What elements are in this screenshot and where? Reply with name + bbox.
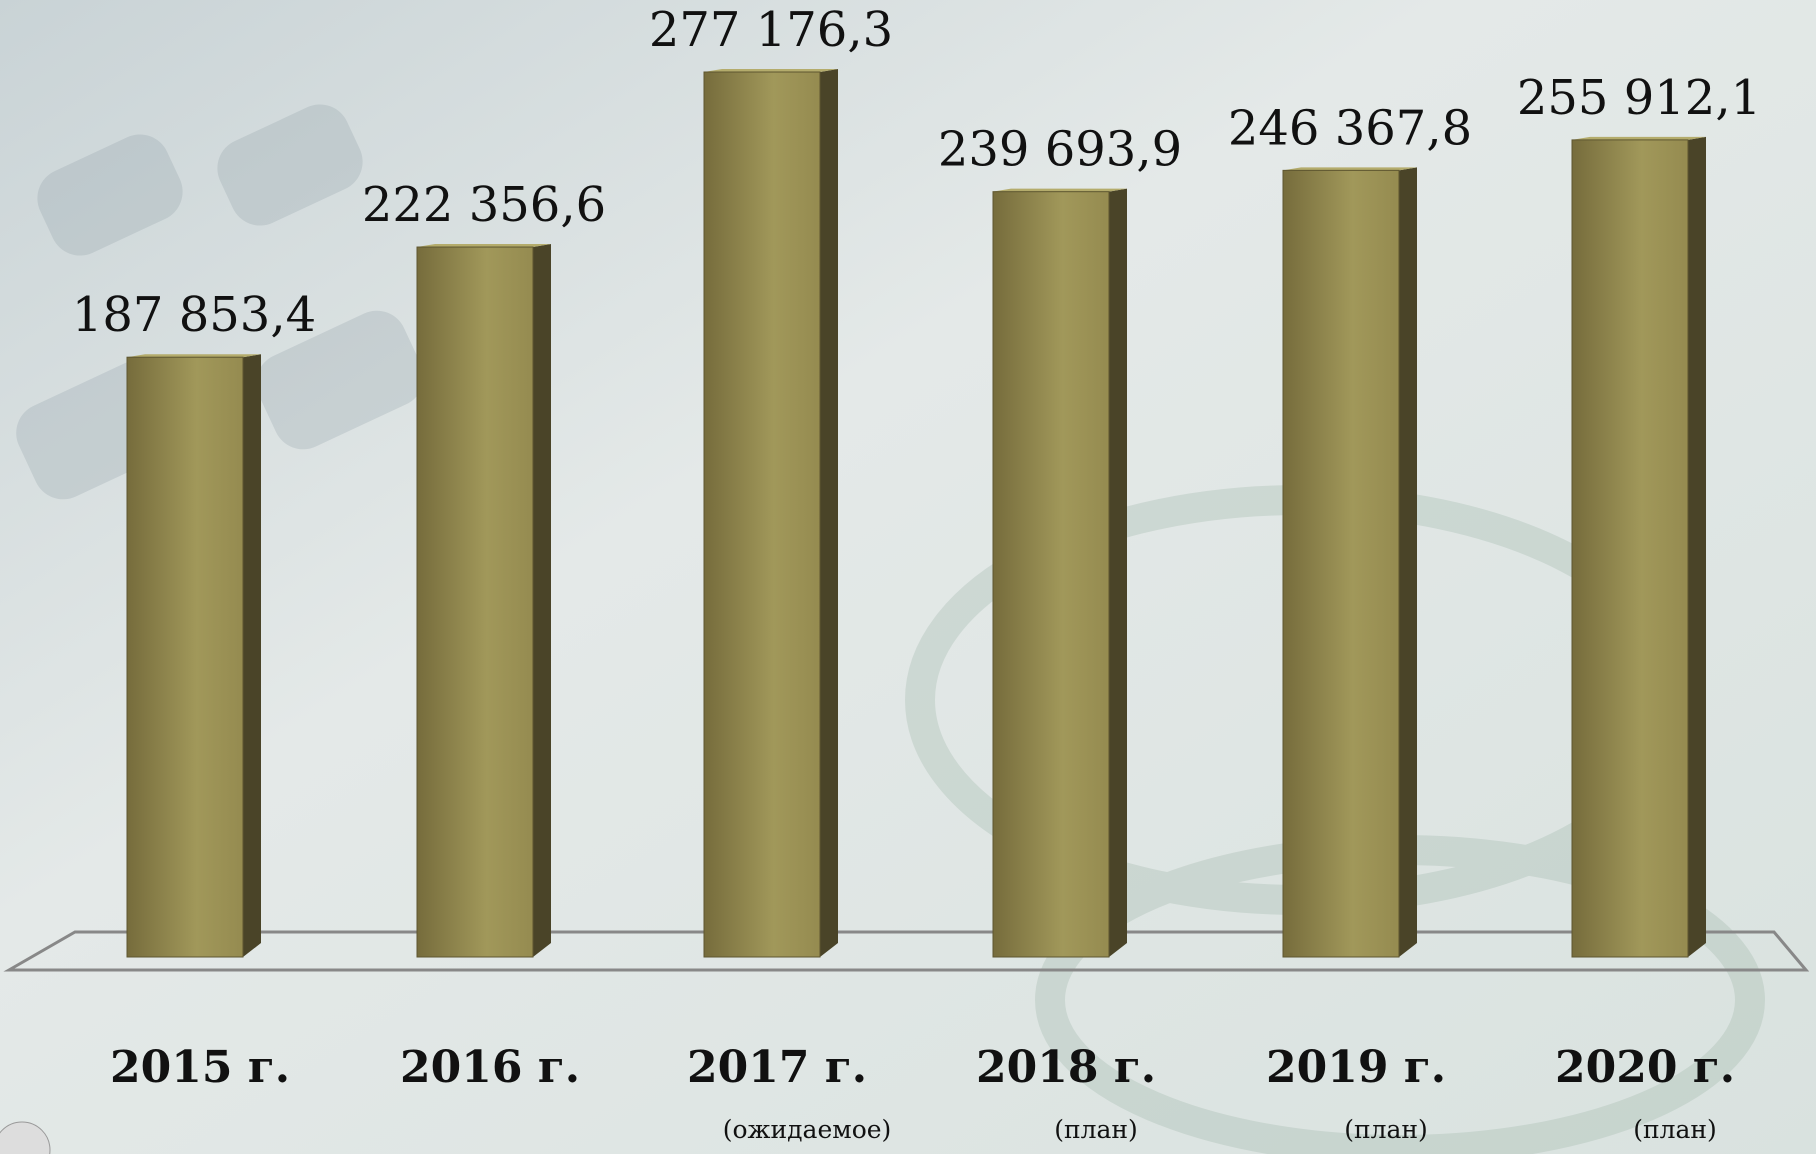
chart: 187 853,4 2015 г. 222 356,6 2016 г. 277 176,…	[0, 0, 1816, 1154]
bar-side	[243, 354, 261, 957]
x-tick-note: (план)	[1344, 1115, 1428, 1144]
bar-side	[1109, 189, 1127, 957]
bar	[1572, 137, 1706, 957]
bar-side	[820, 69, 838, 957]
x-tick-label: 2018 г.	[976, 1042, 1156, 1093]
value-label: 222 356,6	[362, 177, 606, 233]
bar-side	[1688, 137, 1706, 957]
value-label: 239 693,9	[938, 122, 1182, 178]
value-label: 255 912,1	[1517, 70, 1761, 126]
x-tick-label: 2015 г.	[110, 1042, 290, 1093]
bar	[417, 244, 551, 957]
bar-front	[417, 247, 533, 957]
value-label: 277 176,3	[649, 2, 893, 58]
x-tick-label: 2017 г.	[687, 1042, 867, 1093]
x-tick-note: (план)	[1633, 1115, 1717, 1144]
x-tick-label: 2019 г.	[1266, 1042, 1446, 1093]
bar-front	[1283, 170, 1399, 957]
bar	[1283, 167, 1417, 957]
x-tick-note: (ожидаемое)	[723, 1115, 892, 1144]
bar-front	[704, 72, 820, 957]
bar-front	[127, 357, 243, 957]
x-tick-label: 2020 г.	[1555, 1042, 1735, 1093]
bar	[127, 354, 261, 957]
bar-front	[993, 192, 1109, 957]
bar	[704, 69, 838, 957]
value-label: 187 853,4	[72, 287, 316, 343]
x-tick-note: (план)	[1054, 1115, 1138, 1144]
bar-front	[1572, 140, 1688, 957]
value-label: 246 367,8	[1228, 100, 1472, 156]
bar	[993, 189, 1127, 957]
page: {"chart_data": {"type": "bar3d", "catego…	[0, 0, 1816, 1154]
bar-side	[1399, 167, 1417, 957]
bar-side	[533, 244, 551, 957]
x-tick-label: 2016 г.	[400, 1042, 580, 1093]
